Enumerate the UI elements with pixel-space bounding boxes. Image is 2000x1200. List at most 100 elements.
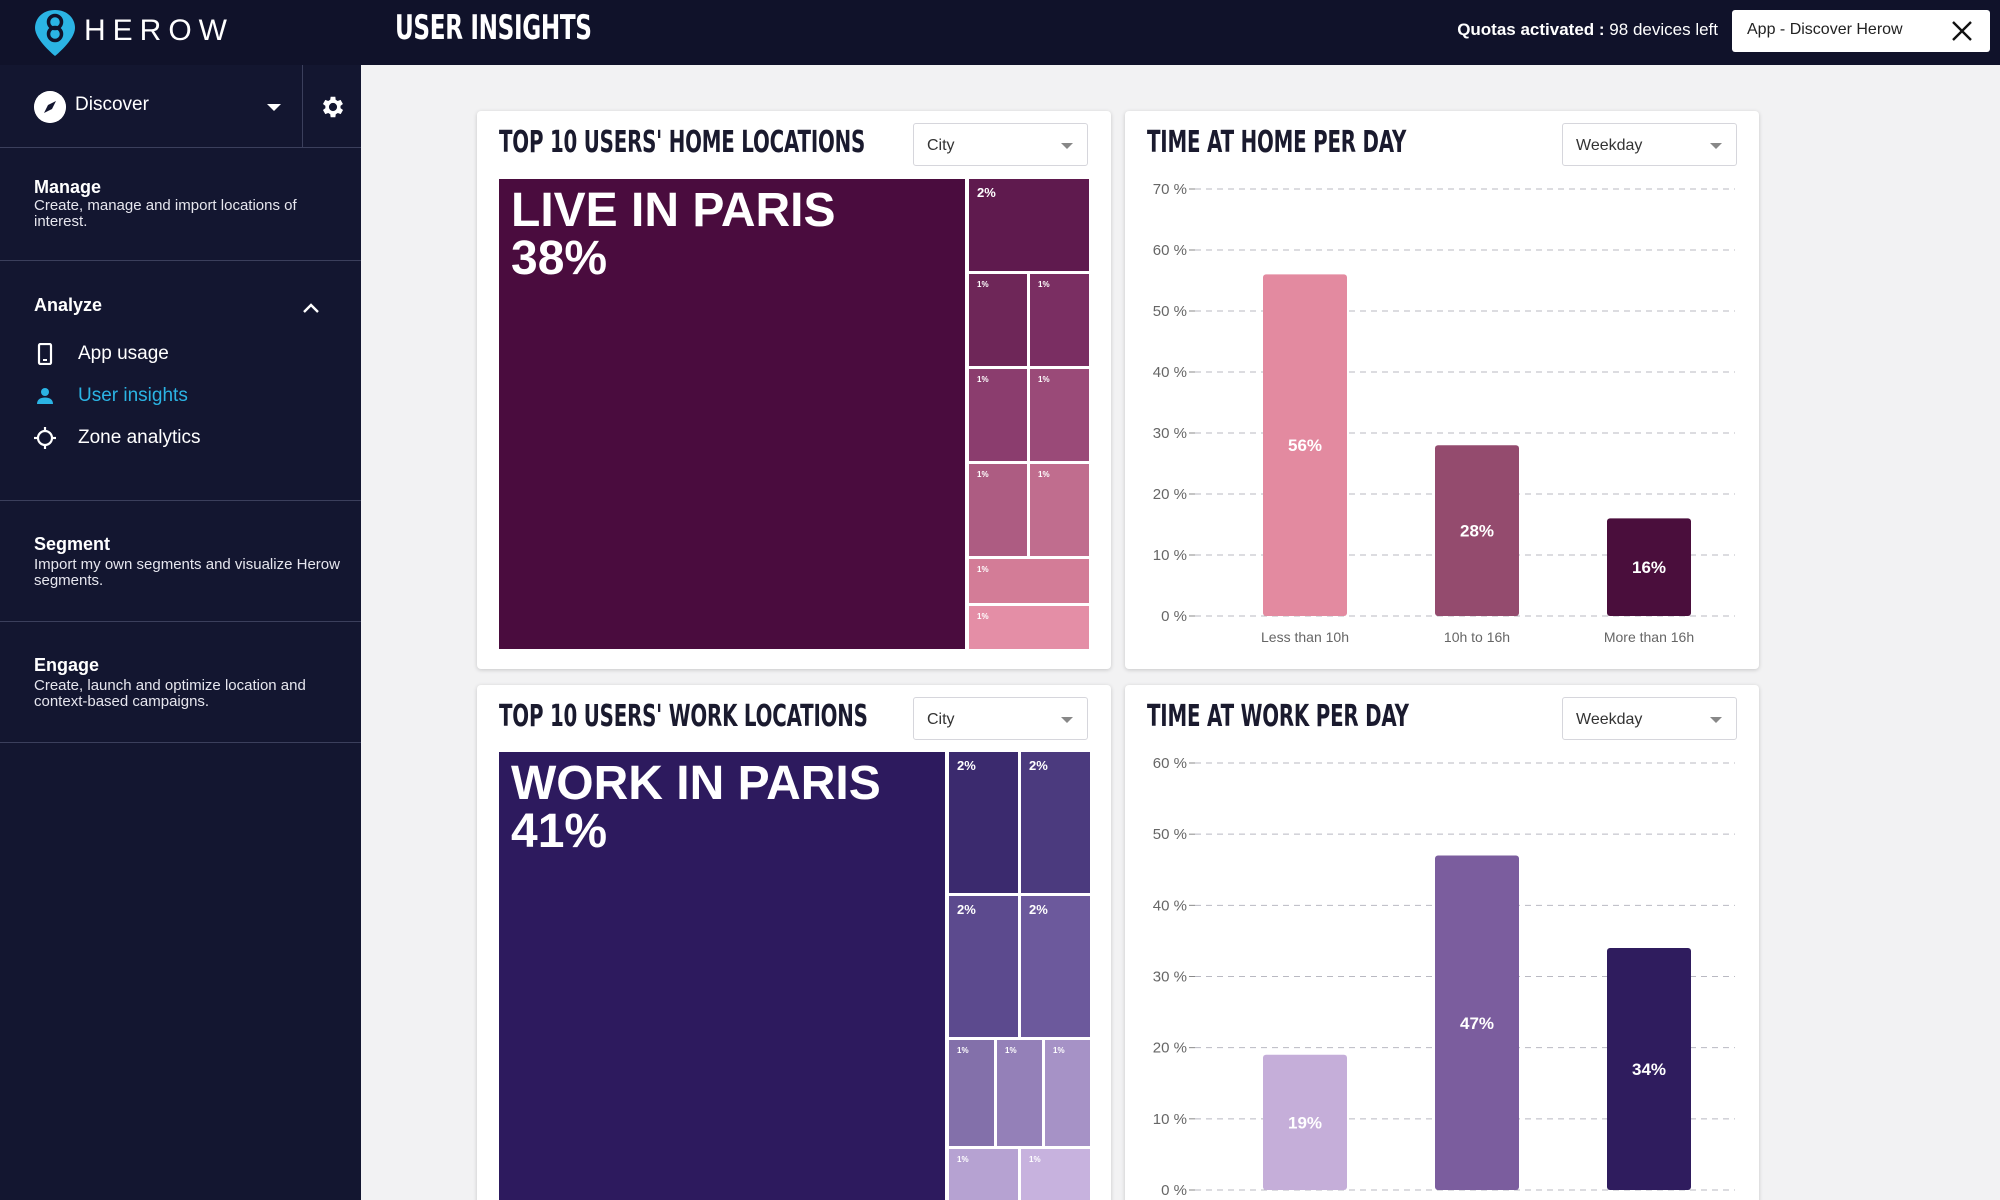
treemap-cell[interactable]: 2%	[949, 752, 1018, 893]
app-selector[interactable]: App - Discover Herow	[1732, 10, 1990, 52]
home-treemap: LIVE IN PARIS 38% 2% 1% 1% 1% 1% 1% 1% 1…	[499, 179, 1090, 649]
engage-title: Engage	[34, 655, 100, 675]
cell-pct: 1%	[977, 612, 989, 621]
cell-pct: 1%	[1053, 1046, 1065, 1055]
time-at-home-chart: 0 % 10 % 20 % 30 % 40 % 50 % 60 % 70 % 56% Less t…	[1153, 181, 1735, 645]
bar	[1607, 518, 1691, 616]
headline-line2: 41%	[511, 805, 608, 858]
treemap-cell[interactable]: 1%	[969, 606, 1089, 649]
home-locations-card: TOP 10 USERS' HOME LOCATIONS City LIVE I…	[477, 111, 1111, 669]
treemap-cell[interactable]: 1%	[969, 274, 1027, 366]
time-work-filter[interactable]: Weekday	[1562, 697, 1737, 740]
gear-icon[interactable]	[319, 93, 347, 121]
y-tick-label: 0 %	[1161, 608, 1187, 625]
cell-pct: 1%	[957, 1046, 969, 1055]
nav-segment[interactable]: Segment Import my own segments and visua…	[0, 501, 361, 622]
treemap-cell[interactable]: 2%	[1021, 896, 1090, 1037]
y-tick-label: 50 %	[1153, 826, 1187, 843]
nav-analyze: Analyze App usage User insights	[0, 261, 361, 501]
treemap-cell-paris[interactable]: LIVE IN PARIS 38%	[499, 179, 965, 649]
card-title: TIME AT HOME PER DAY	[1147, 125, 1407, 160]
treemap-cell[interactable]: 1%	[1021, 1149, 1090, 1200]
treemap-cell[interactable]: 2%	[1021, 752, 1090, 893]
engage-description: Create, launch and optimize location and…	[34, 677, 306, 710]
treemap-cell[interactable]: 1%	[969, 369, 1027, 461]
cell-pct: 2%	[1029, 758, 1048, 773]
treemap-cell[interactable]: 1%	[949, 1149, 1018, 1200]
cell-pct: 1%	[977, 565, 989, 574]
filter-value: Weekday	[1576, 711, 1643, 728]
y-tick-label: 60 %	[1153, 242, 1187, 259]
cell-pct: 1%	[1038, 470, 1050, 479]
bar-value-label: 16%	[1632, 558, 1666, 577]
bar-value-label: 19%	[1288, 1113, 1322, 1132]
quota-label: Quotas activated :	[1457, 20, 1605, 39]
context-label: Discover	[75, 94, 149, 115]
bar-value-label: 28%	[1460, 522, 1494, 541]
treemap-headline: LIVE IN PARIS 38%	[511, 187, 836, 283]
user-icon	[37, 388, 53, 404]
work-location-filter[interactable]: City	[913, 697, 1088, 740]
chevron-down-icon	[267, 104, 281, 111]
page-title: USER INSIGHTS	[395, 8, 592, 48]
cell-pct: 2%	[1029, 902, 1048, 917]
nav-manage[interactable]: Manage Create, manage and import locatio…	[0, 148, 361, 261]
crosshair-icon	[34, 427, 56, 449]
filter-value: Weekday	[1576, 137, 1643, 154]
bar	[1263, 1054, 1347, 1190]
cell-pct: 1%	[1038, 280, 1050, 289]
chevron-down-icon	[1710, 717, 1722, 723]
cell-pct: 1%	[957, 1155, 969, 1164]
sidebar-item-zone-analytics[interactable]: Zone analytics	[34, 425, 334, 451]
context-dropdown[interactable]: Discover	[0, 65, 303, 148]
bar-value-label: 34%	[1632, 1060, 1666, 1079]
treemap-cell[interactable]: 1%	[949, 1040, 994, 1146]
sidebar-item-app-usage[interactable]: App usage	[34, 341, 334, 367]
analyze-title[interactable]: Analyze	[34, 295, 103, 315]
time-at-work-chart: 0 % 10 % 20 % 30 % 40 % 50 % 60 % 19% 47% 34%	[1153, 755, 1735, 1199]
treemap-cell[interactable]: 2%	[949, 896, 1018, 1037]
treemap-cell[interactable]: 1%	[969, 559, 1089, 603]
chevron-down-icon	[1061, 143, 1073, 149]
y-tick-label: 0 %	[1161, 1182, 1187, 1199]
treemap-cell[interactable]: 1%	[1045, 1040, 1090, 1146]
y-tick-label: 30 %	[1153, 425, 1187, 442]
cell-pct: 2%	[957, 758, 976, 773]
close-icon[interactable]	[1950, 19, 1974, 43]
x-tick-label: Less than 10h	[1261, 629, 1349, 645]
quota-suffix: devices left	[1632, 20, 1718, 39]
nav-engage[interactable]: Engage Create, launch and optimize locat…	[0, 622, 361, 743]
sidebar-item-user-insights[interactable]: User insights	[34, 383, 334, 409]
filter-value: City	[927, 137, 955, 154]
headline-line2: 38%	[511, 232, 608, 285]
quota-count: 98	[1609, 20, 1629, 39]
manage-description: Create, manage and import locations of i…	[34, 197, 297, 230]
chevron-down-icon	[1061, 717, 1073, 723]
bar-value-label: 56%	[1288, 436, 1322, 455]
treemap-cell[interactable]: 1%	[997, 1040, 1042, 1146]
sidebar-item-label: App usage	[78, 343, 169, 364]
cell-pct: 1%	[1029, 1155, 1041, 1164]
headline-line1: WORK IN PARIS	[511, 757, 881, 810]
treemap-cell-paris[interactable]: WORK IN PARIS 41%	[499, 752, 945, 1200]
y-tick-label: 60 %	[1153, 755, 1187, 772]
time-at-home-card: TIME AT HOME PER DAY Weekday 0 % 10 % 20 %…	[1125, 111, 1759, 669]
chevron-up-icon[interactable]	[302, 302, 320, 314]
x-tick-label: More than 16h	[1604, 629, 1694, 645]
headline-line1: LIVE IN PARIS	[511, 184, 836, 237]
context-bar: Discover	[0, 65, 361, 148]
segment-title: Segment	[34, 534, 111, 554]
manage-title: Manage	[34, 177, 102, 197]
treemap-cell[interactable]: 1%	[969, 464, 1027, 556]
cell-pct: 1%	[977, 470, 989, 479]
cell-pct: 1%	[977, 280, 989, 289]
treemap-headline: WORK IN PARIS 41%	[511, 760, 881, 856]
home-location-filter[interactable]: City	[913, 123, 1088, 166]
treemap-cell[interactable]: 1%	[1030, 464, 1089, 556]
treemap-cell[interactable]: 1%	[1030, 369, 1089, 461]
treemap-cell[interactable]: 2%	[969, 179, 1089, 271]
time-home-filter[interactable]: Weekday	[1562, 123, 1737, 166]
treemap-cell[interactable]: 1%	[1030, 274, 1089, 366]
y-tick-label: 30 %	[1153, 969, 1187, 986]
bar	[1607, 948, 1691, 1190]
